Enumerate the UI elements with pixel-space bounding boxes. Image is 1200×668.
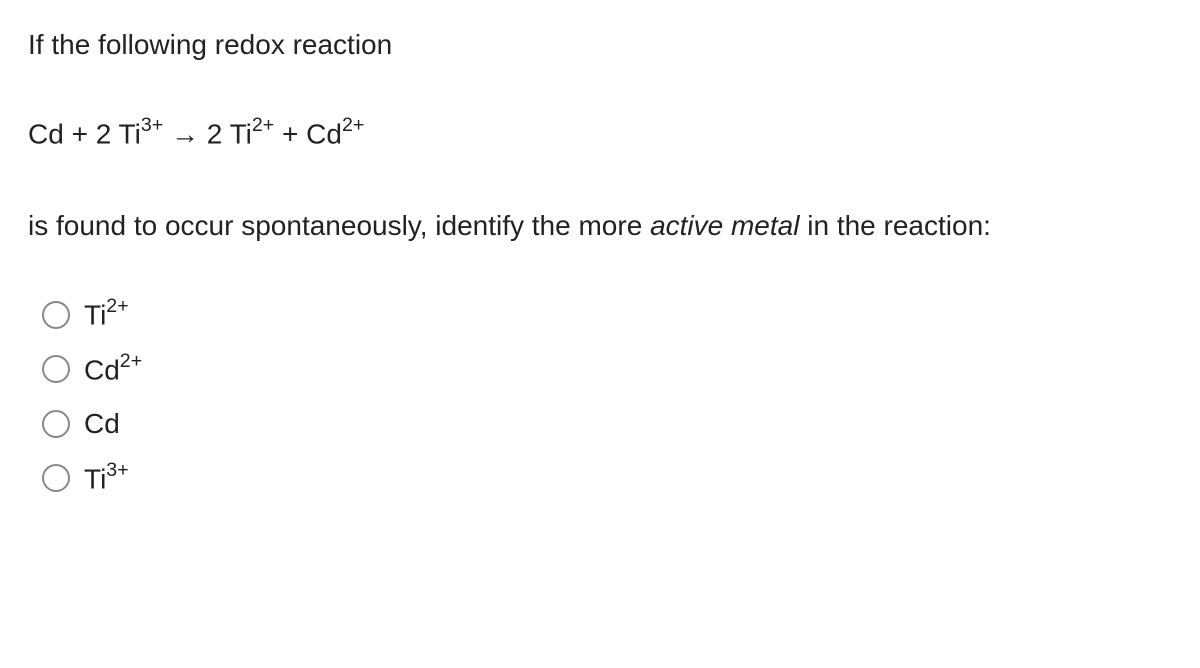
continued-italic: active metal — [650, 210, 799, 241]
option-4-base: Ti — [84, 463, 106, 494]
radio-2[interactable] — [42, 355, 70, 383]
option-4-sup: 3+ — [106, 459, 128, 481]
option-3-base: Cd — [84, 408, 120, 439]
radio-4[interactable] — [42, 464, 70, 492]
option-3-label: Cd — [84, 407, 120, 441]
option-2[interactable]: Cd2+ — [42, 352, 1172, 387]
question-intro: If the following redox reaction — [28, 24, 1172, 66]
option-2-label: Cd2+ — [84, 352, 142, 387]
option-4-label: Ti3+ — [84, 461, 129, 496]
equation-plus: + Cd — [274, 118, 342, 149]
option-3[interactable]: Cd — [42, 407, 1172, 441]
option-4[interactable]: Ti3+ — [42, 461, 1172, 496]
equation-rhs-sup: 2+ — [342, 114, 364, 136]
option-1-sup: 2+ — [106, 295, 128, 317]
equation-arrow-part: → 2 Ti — [163, 118, 252, 149]
options-list: Ti2+ Cd2+ Cd Ti3+ — [28, 297, 1172, 495]
option-1-label: Ti2+ — [84, 297, 129, 332]
equation-mid-sup: 2+ — [252, 114, 274, 136]
option-2-base: Cd — [84, 354, 120, 385]
equation-lhs1: Cd + 2 Ti — [28, 118, 141, 149]
continued-pre: is found to occur spontaneously, identif… — [28, 210, 650, 241]
option-1-base: Ti — [84, 299, 106, 330]
option-1[interactable]: Ti2+ — [42, 297, 1172, 332]
continued-post: in the reaction: — [799, 210, 990, 241]
option-2-sup: 2+ — [120, 350, 142, 372]
reaction-equation: Cd + 2 Ti3+ → 2 Ti2+ + Cd2+ — [28, 114, 1172, 154]
radio-3[interactable] — [42, 410, 70, 438]
radio-1[interactable] — [42, 301, 70, 329]
question-continued: is found to occur spontaneously, identif… — [28, 202, 1172, 250]
equation-lhs1-sup: 3+ — [141, 114, 163, 136]
